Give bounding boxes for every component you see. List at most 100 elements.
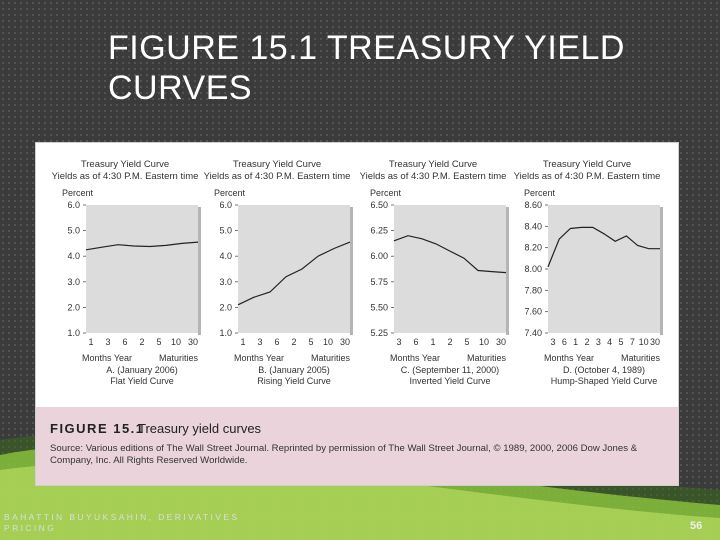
x-tick-label: 7 bbox=[630, 337, 635, 347]
yield-panel-b: Treasury Yield Curve Yields as of 4:30 P… bbox=[198, 143, 356, 405]
x-tick-label: 6 bbox=[122, 337, 127, 347]
x-tick-label: 30 bbox=[650, 337, 660, 347]
y-tick-label: 7.80 bbox=[524, 285, 542, 295]
yield-chart-a: Percent 1.0 2.0 3.0 4.0 5.0 6.0 1 3 6 2 5 10 30 Months… bbox=[62, 188, 201, 386]
y-tick-label: 8.40 bbox=[524, 221, 542, 231]
x-tick-label: 3 bbox=[257, 337, 262, 347]
x-tick-label: 3 bbox=[105, 337, 110, 347]
yield-chart-c: Percent 5.25 5.50 5.75 6.00 6.25 6.50 3 6 1 2 5 10 30… bbox=[370, 188, 509, 386]
plot-area bbox=[86, 205, 198, 333]
panel-caption-type: Flat Yield Curve bbox=[110, 376, 174, 386]
y-tick-label: 1.0 bbox=[67, 328, 80, 338]
x-axis-label-right: Maturities bbox=[467, 353, 507, 363]
x-tick-label: 5 bbox=[464, 337, 469, 347]
yield-panel-c: Treasury Yield Curve Yields as of 4:30 P… bbox=[354, 143, 512, 405]
y-axis-label: Percent bbox=[62, 188, 94, 198]
panel-caption-type: Inverted Yield Curve bbox=[409, 376, 490, 386]
yield-curve-line bbox=[393, 235, 507, 274]
y-tick-label: 3.0 bbox=[219, 277, 232, 287]
x-tick-label: 1 bbox=[430, 337, 435, 347]
plot-shadow bbox=[350, 207, 353, 335]
x-tick-label: 30 bbox=[340, 337, 350, 347]
y-tick-label: 6.0 bbox=[67, 200, 80, 210]
x-tick-label: 1 bbox=[573, 337, 578, 347]
y-tick-label: 6.25 bbox=[370, 226, 388, 236]
x-tick-label: 5 bbox=[156, 337, 161, 347]
panel-caption-date: D. (October 4, 1989) bbox=[563, 365, 645, 375]
panel-subtitle: Yields as of 4:30 P.M. Eastern time bbox=[51, 171, 199, 182]
yield-curve-line bbox=[237, 241, 351, 306]
x-tick-label: 2 bbox=[447, 337, 452, 347]
figure-caption: FIGURE 15.1 Treasury yield curves Source… bbox=[36, 407, 678, 485]
y-tick-label: 5.50 bbox=[370, 302, 388, 312]
panel-header: Treasury Yield Curve Yields as of 4:30 P… bbox=[46, 159, 204, 183]
y-tick-label: 8.20 bbox=[524, 243, 542, 253]
panel-caption-date: C. (September 11, 2000) bbox=[401, 365, 499, 375]
slide-title: FIGURE 15.1 TREASURY YIELD CURVES bbox=[108, 29, 625, 107]
y-tick-label: 5.0 bbox=[67, 226, 80, 236]
page-number: 56 bbox=[690, 520, 703, 532]
x-tick-label: 10 bbox=[479, 337, 489, 347]
panel-header: Treasury Yield Curve Yields as of 4:30 P… bbox=[508, 159, 666, 183]
x-axis-label-right: Maturities bbox=[621, 353, 661, 363]
x-tick-label: 1 bbox=[240, 337, 245, 347]
panel-header: Treasury Yield Curve Yields as of 4:30 P… bbox=[198, 159, 356, 183]
plot-area bbox=[548, 205, 660, 333]
y-tick-label: 3.0 bbox=[67, 277, 80, 287]
y-tick-label: 6.50 bbox=[370, 200, 388, 210]
y-tick-label: 8.60 bbox=[524, 200, 542, 210]
x-tick-label: 5 bbox=[618, 337, 623, 347]
y-axis-label: Percent bbox=[370, 188, 402, 198]
y-tick-label: 1.0 bbox=[219, 328, 232, 338]
y-tick-label: 6.00 bbox=[370, 251, 388, 261]
y-tick-label: 2.0 bbox=[219, 302, 232, 312]
panel-subtitle: Yields as of 4:30 P.M. Eastern time bbox=[513, 171, 661, 182]
plot-area bbox=[394, 205, 506, 333]
yield-panel-d: Treasury Yield Curve Yields as of 4:30 P… bbox=[508, 143, 666, 405]
yield-panel-a: Treasury Yield Curve Yields as of 4:30 P… bbox=[46, 143, 204, 405]
panel-caption-date: A. (January 2006) bbox=[106, 365, 178, 375]
x-tick-label: 2 bbox=[139, 337, 144, 347]
y-tick-label: 4.0 bbox=[67, 251, 80, 261]
y-tick-label: 5.25 bbox=[370, 328, 388, 338]
y-tick-label: 5.0 bbox=[219, 226, 232, 236]
plot-shadow bbox=[506, 207, 509, 335]
panel-subtitle: Yields as of 4:30 P.M. Eastern time bbox=[203, 171, 351, 182]
x-tick-label: 5 bbox=[308, 337, 313, 347]
panel-caption-type: Hump-Shaped Yield Curve bbox=[551, 376, 658, 386]
figure-source: Source: Various editions of The Wall Str… bbox=[50, 443, 638, 466]
x-tick-label: 1 bbox=[88, 337, 93, 347]
x-axis-label-right: Maturities bbox=[159, 353, 199, 363]
x-axis-label-left: Months Year bbox=[234, 353, 284, 363]
x-tick-label: 2 bbox=[584, 337, 589, 347]
y-tick-label: 6.0 bbox=[219, 200, 232, 210]
figure-label: FIGURE 15.1 bbox=[50, 421, 145, 436]
y-tick-label: 5.75 bbox=[370, 277, 388, 287]
panel-title: Treasury Yield Curve bbox=[80, 159, 170, 170]
y-tick-label: 4.0 bbox=[219, 251, 232, 261]
x-tick-label: 3 bbox=[596, 337, 601, 347]
yield-curve-line bbox=[85, 241, 199, 251]
panel-title: Treasury Yield Curve bbox=[232, 159, 322, 170]
x-axis-label-right: Maturities bbox=[311, 353, 351, 363]
x-tick-label: 10 bbox=[639, 337, 649, 347]
panel-header: Treasury Yield Curve Yields as of 4:30 P… bbox=[354, 159, 512, 183]
figure-card: Treasury Yield Curve Yields as of 4:30 P… bbox=[36, 143, 678, 485]
x-tick-label: 6 bbox=[562, 337, 567, 347]
y-axis-label: Percent bbox=[524, 188, 556, 198]
x-tick-label: 10 bbox=[323, 337, 333, 347]
panel-caption-type: Rising Yield Curve bbox=[257, 376, 331, 386]
yield-curve-line bbox=[547, 226, 660, 268]
y-tick-label: 7.40 bbox=[524, 328, 542, 338]
x-tick-label: 3 bbox=[396, 337, 401, 347]
y-tick-label: 8.00 bbox=[524, 264, 542, 274]
plot-shadow bbox=[660, 207, 663, 335]
panel-title: Treasury Yield Curve bbox=[388, 159, 478, 170]
x-tick-label: 2 bbox=[291, 337, 296, 347]
plot-area bbox=[238, 205, 350, 333]
x-tick-label: 6 bbox=[274, 337, 279, 347]
x-axis-label-left: Months Year bbox=[82, 353, 132, 363]
x-axis-label-left: Months Year bbox=[544, 353, 594, 363]
x-tick-label: 3 bbox=[550, 337, 555, 347]
